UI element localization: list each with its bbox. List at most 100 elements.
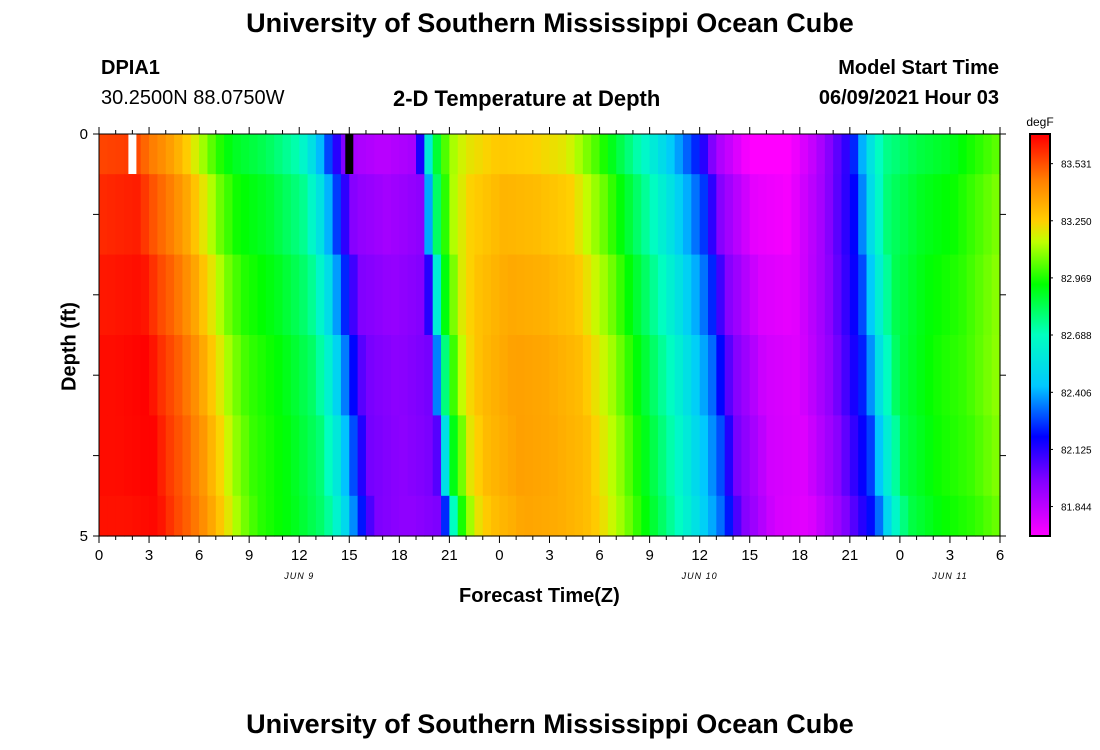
heatmap-cell	[290, 134, 300, 175]
colorbar-segment	[1031, 167, 1049, 170]
station-location: 30.2500N 88.0750W	[101, 87, 285, 109]
heatmap-cell	[799, 415, 809, 497]
colorbar-segment	[1031, 329, 1049, 332]
heatmap-cell	[466, 174, 476, 256]
heatmap-cell	[991, 495, 1001, 537]
heatmap-cell	[908, 495, 918, 537]
heatmap-cell	[733, 415, 742, 497]
heatmap-cell	[641, 335, 651, 416]
heatmap-cell	[916, 335, 926, 416]
heatmap-cell	[808, 254, 818, 336]
colorbar-segment	[1031, 291, 1049, 294]
heatmap-cell	[816, 415, 826, 497]
heatmap-cell	[207, 174, 217, 256]
heatmap-cell	[916, 254, 926, 336]
colorbar-segment	[1031, 247, 1049, 250]
colorbar-segment	[1031, 483, 1049, 486]
heatmap-cell	[390, 254, 400, 336]
heatmap-cell	[157, 495, 167, 537]
heatmap-cell	[174, 495, 184, 537]
heatmap-cell	[265, 335, 275, 416]
heatmap-cell	[774, 335, 784, 416]
heatmap-cell	[140, 415, 150, 497]
colorbar-segment	[1031, 265, 1049, 268]
heatmap-cell	[649, 134, 659, 175]
heatmap-cell	[257, 174, 267, 256]
footer-title: University of Southern Mississippi Ocean…	[246, 709, 854, 739]
heatmap-cell	[99, 495, 108, 537]
heatmap-cell	[591, 134, 601, 175]
heatmap-cell	[290, 415, 300, 497]
heatmap-cell	[274, 254, 284, 336]
colorbar-segment	[1031, 193, 1049, 196]
heatmap-cell	[315, 335, 325, 416]
colorbar-segment	[1031, 173, 1049, 176]
heatmap-cell	[758, 335, 767, 416]
heatmap-cell	[457, 335, 467, 416]
colorbar-segment	[1031, 461, 1049, 464]
x-tick-label: 18	[391, 547, 408, 564]
heatmap-cell	[157, 335, 167, 416]
colorbar-segment	[1031, 191, 1049, 194]
heatmap-cells	[99, 134, 1001, 537]
heatmap-cell	[891, 174, 901, 256]
colorbar-segment	[1031, 183, 1049, 186]
heatmap-cell	[416, 174, 425, 256]
heatmap-cell	[349, 174, 359, 256]
heatmap-cell	[124, 254, 133, 336]
date-label: JUN 9	[283, 571, 314, 581]
heatmap-cell	[758, 415, 767, 497]
heatmap-cell	[708, 335, 717, 416]
heatmap-cell	[491, 174, 501, 256]
heatmap-cell	[791, 335, 801, 416]
colorbar-segment	[1031, 419, 1049, 422]
colorbar-segment	[1031, 311, 1049, 314]
heatmap-cell	[716, 254, 726, 336]
heatmap-cell	[115, 335, 125, 416]
heatmap-cell	[791, 415, 801, 497]
heatmap-cell	[649, 335, 659, 416]
heatmap-cell	[282, 254, 292, 336]
heatmap-cell	[899, 335, 909, 416]
colorbar-segment	[1031, 445, 1049, 448]
heatmap-cell	[749, 415, 759, 497]
heatmap-cell	[674, 495, 684, 537]
heatmap-cell	[107, 254, 117, 336]
colorbar-segment	[1031, 437, 1049, 440]
heatmap-cell	[657, 415, 667, 497]
heatmap-cell	[282, 134, 292, 175]
heatmap-cell	[991, 174, 1001, 256]
heatmap-cell	[749, 495, 759, 537]
heatmap-cell	[349, 254, 359, 336]
heatmap-cell	[399, 335, 409, 416]
colorbar-segment	[1031, 447, 1049, 450]
date-label: JUN 10	[681, 571, 718, 581]
heatmap-cell	[399, 174, 409, 256]
x-tick-label: 21	[841, 547, 858, 564]
heatmap-cell	[883, 254, 893, 336]
heatmap-cell	[599, 415, 609, 497]
heatmap-cell	[724, 254, 734, 336]
colorbar-segment	[1031, 307, 1049, 310]
heatmap-cell	[441, 495, 450, 537]
heatmap-cell	[908, 335, 918, 416]
heatmap-cell	[466, 335, 476, 416]
colorbar-segment	[1031, 177, 1049, 180]
heatmap-cell	[365, 495, 375, 537]
heatmap-cell	[666, 174, 676, 256]
heatmap-cell	[207, 254, 217, 336]
heatmap-cell	[199, 495, 209, 537]
heatmap-cell	[841, 495, 851, 537]
heatmap-cell	[808, 174, 818, 256]
heatmap-cell	[182, 495, 192, 537]
heatmap-cell	[224, 415, 234, 497]
colorbar-segment	[1031, 495, 1049, 498]
colorbar-segment	[1031, 509, 1049, 512]
heatmap-cell	[407, 415, 417, 497]
colorbar-segment	[1031, 513, 1049, 516]
heatmap-cell	[541, 495, 551, 537]
heatmap-cell	[382, 415, 392, 497]
x-tick-label: 3	[946, 547, 954, 564]
heatmap-cell	[916, 415, 926, 497]
